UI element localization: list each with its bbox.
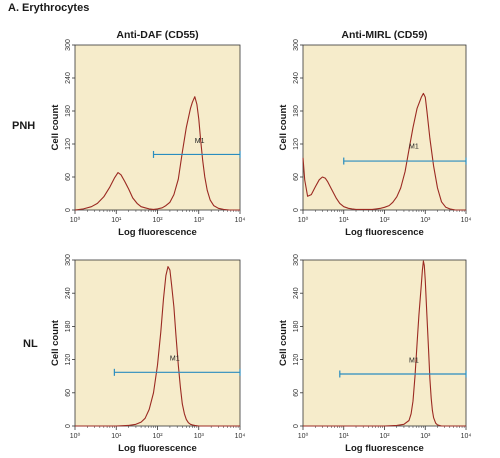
x-tick-label: 10¹ [111,217,122,224]
histogram-line [75,266,240,427]
y-tick-label: 240 [65,72,72,84]
y-tick-label: 120 [65,138,72,150]
x-tick-label: 10⁰ [70,216,81,224]
marker-m1-label: M1 [409,143,419,150]
y-tick-label: 0 [65,208,72,212]
x-tick-label: 10⁴ [235,433,246,440]
y-axis-label: Cell count [278,104,289,151]
y-tick-label: 180 [65,105,72,117]
x-tick-label: 10² [152,217,163,224]
row-label-nl: NL [23,338,38,350]
y-tick-label: 60 [65,173,72,181]
x-axis-label: Log fluorescence [345,227,424,238]
y-axis-label: Cell count [278,319,289,366]
x-tick-label: 10¹ [339,433,350,440]
y-tick-label: 180 [65,320,72,332]
y-tick-label: 0 [65,424,72,428]
histogram-line [74,96,240,211]
y-tick-label: 180 [293,105,300,117]
figure-title: A. Erythrocytes [8,2,90,14]
plot-area [302,259,467,427]
y-tick-label: 180 [293,320,300,332]
plot-area [74,44,241,211]
x-tick-label: 10⁴ [235,217,246,224]
y-axis-label: Cell count [50,319,61,366]
x-tick-label: 10¹ [339,217,350,224]
plot-area [302,44,467,211]
y-tick-label: 0 [293,424,300,428]
y-tick-label: 120 [293,354,300,366]
x-axis-label: Log fluorescence [118,227,197,238]
x-tick-label: 10³ [194,217,205,224]
x-axis-label: Log fluorescence [345,443,424,454]
chart-panel-2: Anti-MIRL (CD59) 0 60 120 180 240 300 10⁰ 10¹ 10²… [278,29,471,238]
marker-m1-label: M1 [170,356,180,363]
y-tick-label: 60 [293,173,300,181]
y-tick-label: 240 [65,287,72,299]
histogram-line [303,260,466,427]
chart-panel-4: 0 60 120 180 240 300 10⁰ 10¹ 10² 10³ 10⁴ Log fluore… [278,254,471,454]
y-tick-label: 300 [65,254,72,266]
x-tick-label: 10² [379,433,390,440]
marker-m1-label: M1 [195,138,205,145]
y-tick-label: 120 [65,354,72,366]
plot-area [74,259,241,427]
y-tick-label: 0 [293,208,300,212]
y-tick-label: 300 [293,39,300,51]
y-tick-label: 60 [65,389,72,397]
x-tick-label: 10³ [420,433,431,440]
x-tick-label: 10³ [194,433,205,440]
x-tick-label: 10¹ [111,433,122,440]
chart-title: Anti-MIRL (CD59) [341,29,427,41]
x-tick-label: 10³ [420,217,431,224]
y-axis-label: Cell count [50,104,61,151]
x-tick-label: 10⁴ [461,433,472,440]
x-tick-label: 10⁰ [70,432,81,440]
y-tick-label: 120 [293,138,300,150]
chart-title: Anti-DAF (CD55) [116,29,198,41]
y-tick-label: 240 [293,72,300,84]
x-tick-label: 10⁰ [298,432,309,440]
x-tick-label: 10⁴ [461,217,472,224]
x-tick-label: 10² [379,217,390,224]
chart-panel-3: 0 60 120 180 240 300 10⁰ 10¹ 10² 10³ 10⁴ Log fluore… [50,254,245,454]
marker-m1-label: M1 [409,357,419,364]
x-tick-label: 10² [152,433,163,440]
x-axis-label: Log fluorescence [118,443,197,454]
chart-panel-1: Anti-DAF (CD55) 0 60 120 180 240 300 10⁰ 10¹ 10² 1… [50,29,245,238]
y-tick-label: 300 [293,254,300,266]
y-tick-label: 240 [293,287,300,299]
y-tick-label: 300 [65,39,72,51]
x-tick-label: 10⁰ [298,216,309,224]
y-tick-label: 60 [293,389,300,397]
row-label-pnh: PNH [12,120,36,132]
